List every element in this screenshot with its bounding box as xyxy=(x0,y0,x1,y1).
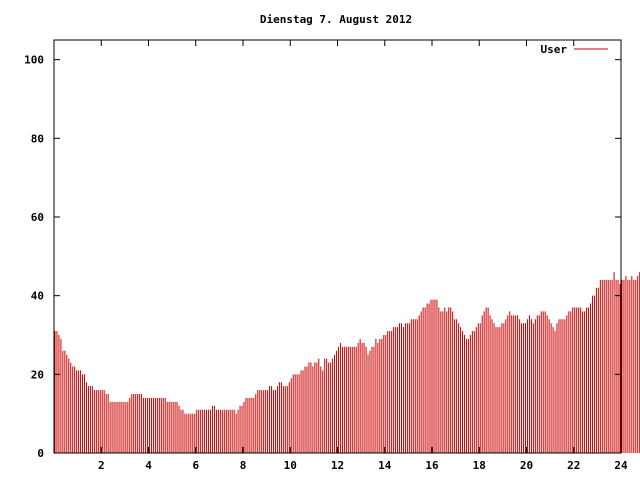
y-tick-label: 0 xyxy=(37,447,44,460)
legend-label-user: User xyxy=(541,43,568,56)
x-tick-label: 16 xyxy=(425,459,439,472)
x-tick-label: 4 xyxy=(145,459,152,472)
plot-frame xyxy=(53,39,622,454)
x-tick-label: 10 xyxy=(284,459,297,472)
chart-title: Dienstag 7. August 2012 xyxy=(260,13,412,26)
y-tick-label: 60 xyxy=(31,211,44,224)
x-tick-label: 6 xyxy=(192,459,199,472)
x-tick-label: 22 xyxy=(567,459,580,472)
x-tick-label: 20 xyxy=(520,459,533,472)
x-tick-label: 2 xyxy=(98,459,105,472)
x-tick-label: 24 xyxy=(614,459,628,472)
x-tick-label: 12 xyxy=(331,459,344,472)
legend: User xyxy=(541,43,608,56)
y-tick-label: 20 xyxy=(31,368,44,381)
x-tick-label: 14 xyxy=(378,459,392,472)
bars-layer xyxy=(54,272,640,453)
y-tick-label: 80 xyxy=(31,132,44,145)
y-tick-label: 40 xyxy=(31,290,44,303)
x-tick-label: 18 xyxy=(473,459,486,472)
x-tick-label: 8 xyxy=(240,459,247,472)
y-tick-label: 100 xyxy=(24,54,44,67)
